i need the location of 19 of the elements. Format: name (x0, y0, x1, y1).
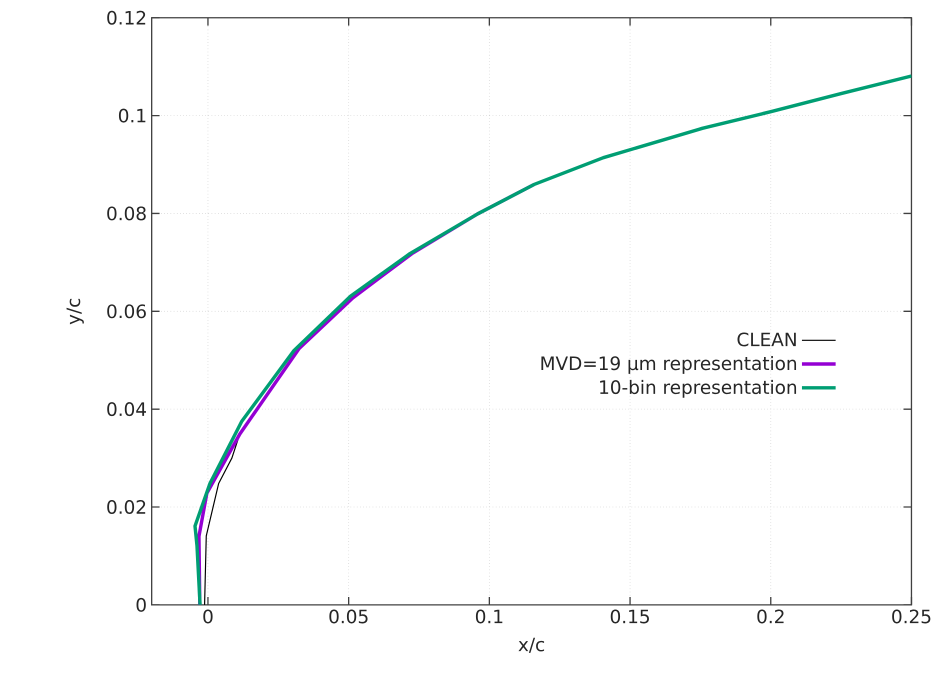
y-tick-label: 0.12 (107, 10, 146, 25)
y-axis-title: y/c (66, 298, 84, 325)
line-series (193, 74, 912, 605)
x-tick-label: 0.05 (329, 610, 368, 624)
legend-label: CLEAN (738, 332, 796, 347)
y-tick-label: 0 (136, 598, 146, 612)
legend-label: MVD=19 µm representation (541, 356, 796, 374)
x-axis-title: x/c (518, 638, 544, 654)
x-tick-label: 0.1 (476, 610, 502, 624)
x-tick-label: 0 (203, 610, 213, 624)
y-tick-label: 0.06 (107, 304, 146, 318)
y-tick-label: 0.02 (107, 500, 146, 514)
y-tick-label: 0.1 (118, 108, 146, 123)
x-tick-label: 0.15 (610, 610, 649, 624)
x-tick-label: 0.2 (757, 610, 784, 624)
y-tick-label: 0.04 (107, 402, 146, 416)
y-tick-label: 0.08 (107, 206, 146, 221)
legend-label: 10-bin representation (600, 380, 796, 398)
x-tick-label: 0.25 (892, 610, 930, 624)
